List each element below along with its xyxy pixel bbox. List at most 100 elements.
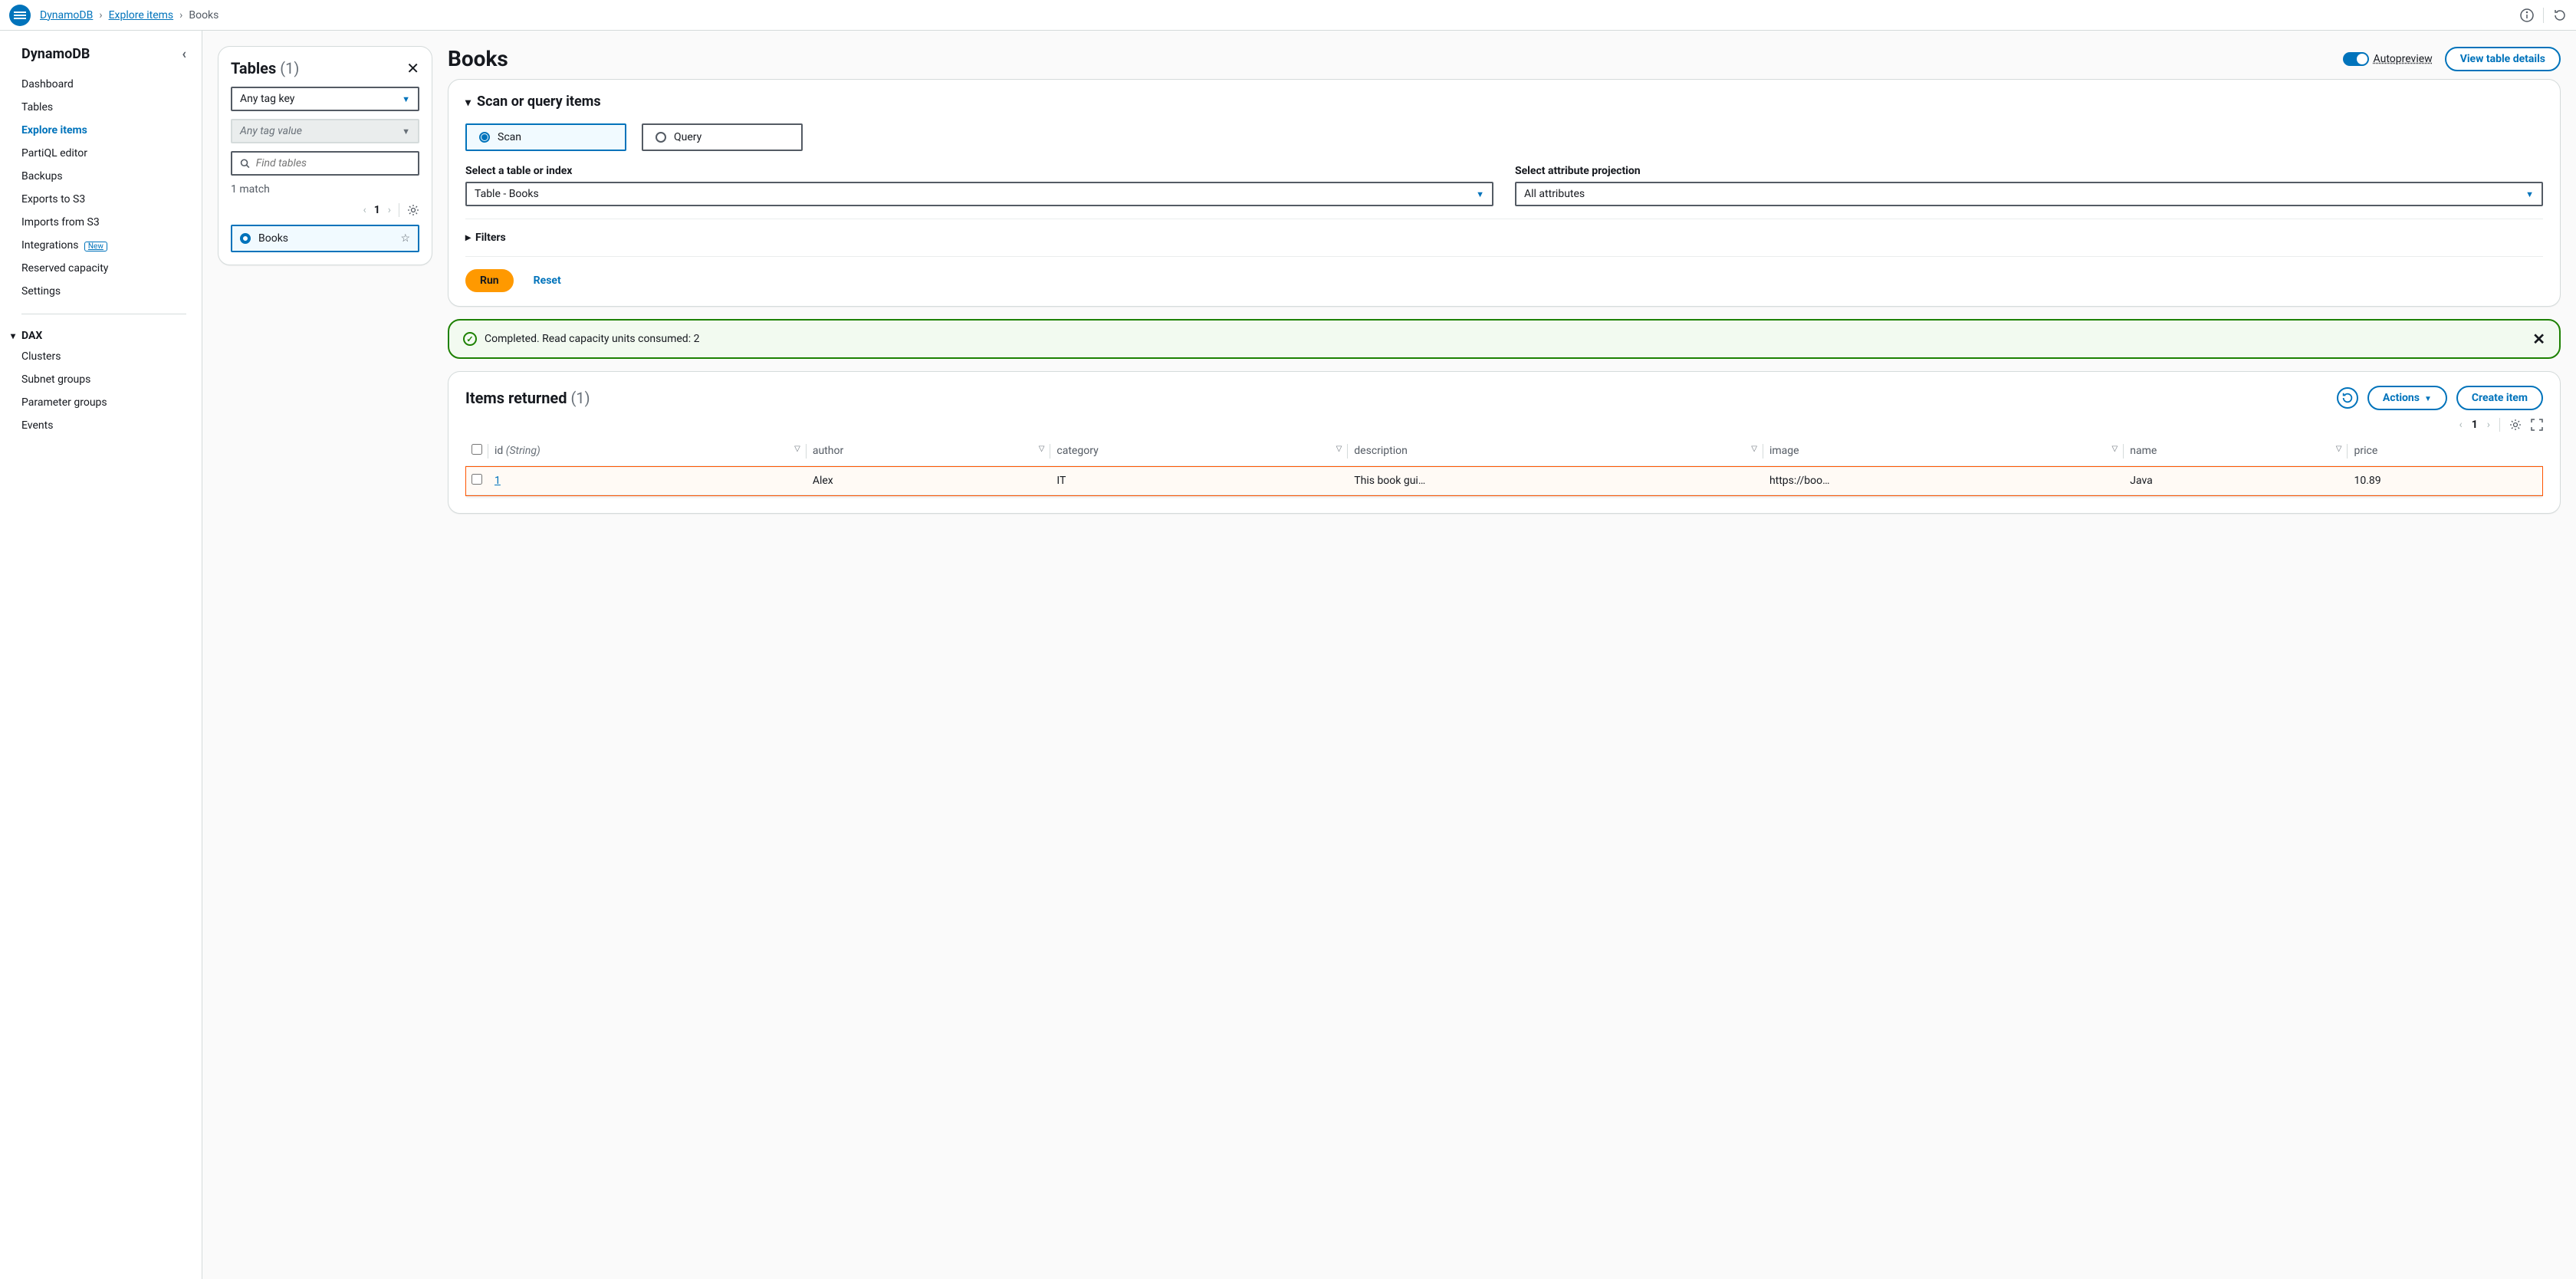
sidebar-item-exports[interactable]: Exports to S3: [6, 188, 202, 211]
next-page-icon[interactable]: ›: [388, 204, 391, 216]
dropdown-icon: ▼: [402, 127, 410, 136]
row-checkbox[interactable]: [472, 474, 482, 485]
info-icon[interactable]: [2520, 8, 2534, 22]
page-number: 1: [2472, 419, 2478, 431]
sidebar-item-reserved[interactable]: Reserved capacity: [6, 257, 202, 280]
col-name[interactable]: name▽: [2124, 436, 2348, 466]
chevron-right-icon: ›: [179, 9, 182, 21]
sidebar-item-imports[interactable]: Imports from S3: [6, 211, 202, 234]
new-badge: New: [84, 242, 107, 252]
sort-icon[interactable]: ▽: [2112, 445, 2118, 453]
gear-icon[interactable]: [2509, 419, 2522, 431]
sidebar-item-settings[interactable]: Settings: [6, 280, 202, 303]
radio-selected-icon: [240, 233, 251, 244]
sidebar-item-backups[interactable]: Backups: [6, 165, 202, 188]
col-type: (String): [506, 445, 540, 457]
sidebar-item-integrations[interactable]: Integrations New: [6, 234, 202, 257]
tag-key-select[interactable]: Any tag key ▼: [231, 87, 419, 111]
find-tables-input[interactable]: [256, 157, 410, 169]
find-tables-search[interactable]: [231, 151, 419, 176]
refresh-items-button[interactable]: [2337, 387, 2358, 409]
select-all-checkbox[interactable]: [472, 444, 482, 455]
sidebar-item-explore-items[interactable]: Explore items: [6, 119, 202, 142]
sidebar-item-parameter-groups[interactable]: Parameter groups: [6, 391, 202, 414]
reset-button[interactable]: Reset: [526, 270, 569, 291]
prev-page-icon[interactable]: ‹: [2459, 419, 2463, 431]
dax-title-text: DAX: [21, 330, 42, 342]
tag-value-select: Any tag value ▼: [231, 119, 419, 143]
filters-toggle[interactable]: Filters: [465, 232, 2543, 244]
nav-label: Explore items: [21, 124, 87, 136]
col-price[interactable]: price: [2348, 436, 2543, 466]
col-category[interactable]: category▽: [1050, 436, 1348, 466]
top-bar: DynamoDB › Explore items › Books: [0, 0, 2576, 31]
autopreview-label: Autopreview: [2374, 53, 2433, 65]
table-scroll[interactable]: id (String)▽ author▽ category▽ descripti…: [465, 432, 2543, 496]
sidebar-item-events[interactable]: Events: [6, 414, 202, 437]
scan-query-title-text: Scan or query items: [477, 94, 601, 110]
sidebar-item-partiql[interactable]: PartiQL editor: [6, 142, 202, 165]
cell-image: https://boo…: [1763, 466, 2124, 496]
table-row[interactable]: 1 Alex IT This book gui… https://boo… Ja…: [465, 466, 2543, 496]
refresh-icon[interactable]: [2553, 8, 2567, 22]
nav-label: Clusters: [21, 350, 61, 363]
table-select-col: Select a table or index Table - Books ▼: [465, 165, 1493, 206]
collapse-sidebar-icon[interactable]: ‹: [182, 46, 186, 62]
nav-label: Subnet groups: [21, 373, 90, 386]
col-id[interactable]: id (String)▽: [488, 436, 807, 466]
nav-label: Exports to S3: [21, 193, 85, 205]
scan-query-title[interactable]: Scan or query items: [465, 94, 2543, 110]
nav-label: Settings: [21, 285, 61, 298]
sort-icon[interactable]: ▽: [1751, 445, 1757, 453]
sort-icon[interactable]: ▽: [794, 445, 800, 453]
run-button[interactable]: Run: [465, 269, 514, 292]
projection-select[interactable]: All attributes ▼: [1515, 182, 2543, 206]
breadcrumb-section[interactable]: Explore items: [109, 9, 174, 21]
star-icon[interactable]: ☆: [400, 232, 410, 245]
sidebar-item-subnet-groups[interactable]: Subnet groups: [6, 368, 202, 391]
actions-button[interactable]: Actions▼: [2367, 386, 2447, 410]
breadcrumb-service[interactable]: DynamoDB: [40, 9, 93, 21]
dropdown-icon: ▼: [1476, 189, 1484, 199]
gear-icon[interactable]: [407, 204, 419, 216]
scan-radio[interactable]: Scan: [465, 123, 626, 151]
sort-icon[interactable]: ▽: [2336, 445, 2342, 453]
next-page-icon[interactable]: ›: [2487, 419, 2490, 431]
expand-icon[interactable]: [2531, 419, 2543, 431]
item-id-link[interactable]: 1: [495, 475, 501, 487]
close-tables-panel-icon[interactable]: ✕: [406, 59, 419, 77]
tables-title-text: Tables: [231, 59, 276, 77]
create-item-button[interactable]: Create item: [2456, 386, 2543, 410]
table-item-books[interactable]: Books ☆: [231, 225, 419, 252]
sidebar-item-clusters[interactable]: Clusters: [6, 345, 202, 368]
col-description[interactable]: description▽: [1348, 436, 1763, 466]
prev-page-icon[interactable]: ‹: [363, 204, 366, 216]
sidebar-item-dashboard[interactable]: Dashboard: [6, 73, 202, 96]
sort-icon[interactable]: ▽: [1039, 445, 1045, 453]
page-title: Books: [448, 46, 508, 71]
autopreview-toggle[interactable]: [2343, 52, 2369, 66]
filters-label: Filters: [475, 232, 506, 244]
nav-label: PartiQL editor: [21, 147, 87, 159]
col-author[interactable]: author▽: [807, 436, 1051, 466]
menu-button[interactable]: [9, 5, 31, 26]
check-icon: ✓: [463, 332, 477, 346]
nav-label: Integrations: [21, 239, 78, 252]
success-banner: ✓ Completed. Read capacity units consume…: [448, 319, 2561, 359]
sidebar-item-tables[interactable]: Tables: [6, 96, 202, 119]
cell-description: This book gui…: [1348, 466, 1763, 496]
cell-name: Java: [2124, 466, 2348, 496]
close-banner-icon[interactable]: ✕: [2532, 330, 2545, 348]
table-select[interactable]: Table - Books ▼: [465, 182, 1493, 206]
banner-message: Completed. Read capacity units consumed:…: [485, 333, 699, 345]
view-table-details-button[interactable]: View table details: [2445, 47, 2561, 71]
divider: [465, 256, 2543, 257]
query-radio[interactable]: Query: [642, 123, 803, 151]
nav-label: Backups: [21, 170, 63, 182]
nav-label: Parameter groups: [21, 396, 107, 409]
sort-icon[interactable]: ▽: [1336, 445, 1342, 453]
menu-icon: [14, 9, 26, 21]
col-image[interactable]: image▽: [1763, 436, 2124, 466]
dax-section-title[interactable]: DAX: [6, 325, 202, 345]
tables-panel: Tables (1) ✕ Any tag key ▼ Any tag value…: [218, 46, 432, 265]
